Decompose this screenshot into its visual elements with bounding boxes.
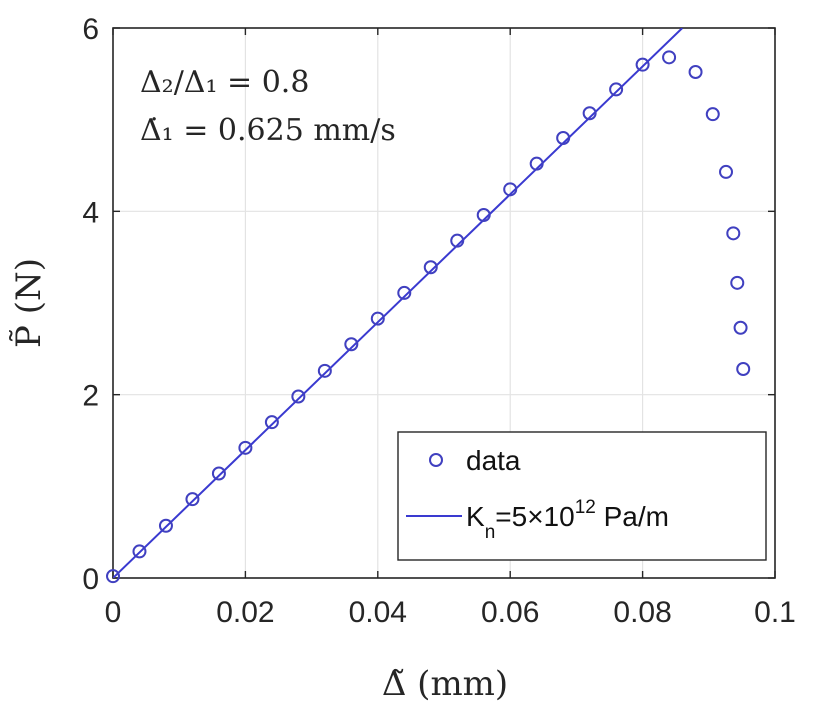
data-point [733, 320, 748, 335]
data-point [106, 569, 120, 584]
legend-label-data: data [466, 445, 521, 476]
data-point [688, 65, 703, 79]
data-point [370, 311, 385, 326]
legend-marker-data [429, 453, 443, 467]
x-tick-label: 0.04 [349, 596, 407, 629]
data-point [397, 285, 412, 300]
legend-fit-sub: n [485, 522, 496, 543]
x-tick-label: 0.02 [216, 596, 274, 629]
data-point [556, 131, 571, 145]
data-point [476, 208, 491, 222]
data-point [726, 226, 741, 241]
ticks [112, 27, 776, 579]
y-tick-label: 6 [82, 13, 99, 46]
data-point [132, 544, 147, 559]
legend-fit-tail: Pa/m [596, 501, 669, 532]
legend-fit-sup: 12 [575, 497, 596, 518]
x-axis-label: Δ̃ (mm) [382, 664, 508, 704]
data-point [238, 440, 253, 455]
data-point [344, 337, 359, 352]
data-point [662, 50, 677, 65]
data-point [582, 106, 597, 121]
x-tick-label: 0 [105, 596, 122, 629]
y-tick-label: 2 [82, 380, 99, 413]
x-tick-label: 0.1 [754, 596, 796, 629]
y-tick-label: 4 [82, 196, 99, 229]
x-tick-label: 0.06 [481, 596, 539, 629]
data-point [291, 389, 306, 404]
legend-box [397, 431, 767, 561]
data-point [609, 82, 624, 97]
data-point [317, 363, 332, 378]
data-marker-layer [106, 50, 751, 584]
data-point [185, 492, 200, 507]
data-point [719, 164, 734, 179]
data-point [730, 275, 745, 290]
legend-label-fit: Kn=5×1012 Pa/m [466, 497, 669, 543]
y-tick-label: 0 [82, 563, 99, 596]
data-point [211, 466, 226, 481]
data-point [423, 260, 438, 275]
legend-fit-mid: =5×10 [495, 501, 574, 532]
annotation-ratio: Δ₂/Δ₁ = 0.8 [140, 65, 309, 100]
data-point [736, 362, 751, 376]
legend: data Kn=5×1012 Pa/m [397, 431, 767, 561]
data-point [158, 518, 173, 533]
annotation-rate: Δ̇₁ = 0.625 mm/s [140, 113, 396, 148]
data-point [705, 107, 720, 122]
data-point [635, 57, 650, 72]
data-point [503, 182, 518, 197]
data-point [450, 233, 465, 248]
legend-fit-base: K [466, 501, 485, 532]
tick-labels: 0 0.02 0.04 0.06 0.08 0.1 0 2 4 6 [82, 13, 796, 629]
x-tick-label: 0.08 [613, 596, 671, 629]
y-axis-label: P̃ (N) [9, 258, 49, 348]
plot-frame [112, 27, 776, 579]
data-point [264, 415, 279, 430]
data-point [529, 156, 544, 171]
